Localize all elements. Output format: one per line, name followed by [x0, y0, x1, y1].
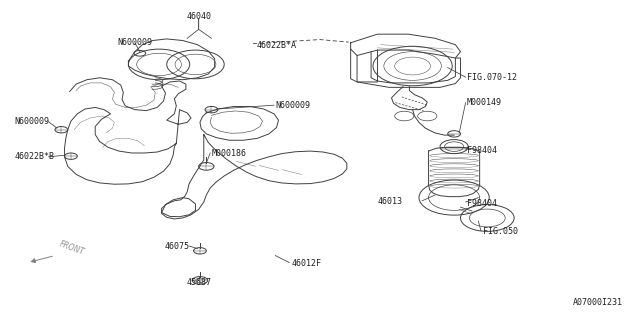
Text: A07000I231: A07000I231: [573, 298, 623, 307]
Text: 46012F: 46012F: [291, 259, 321, 268]
Text: M000149: M000149: [467, 98, 502, 107]
Text: F98404: F98404: [467, 198, 497, 207]
Text: 46022B*B: 46022B*B: [15, 152, 55, 161]
Text: M000186: M000186: [211, 149, 246, 158]
Text: 46040: 46040: [186, 12, 211, 21]
Text: FIG.050: FIG.050: [483, 227, 518, 236]
Text: FRONT: FRONT: [58, 240, 86, 257]
Text: 46013: 46013: [378, 197, 403, 206]
Text: N600009: N600009: [117, 38, 152, 47]
Text: FIG.070-12: FIG.070-12: [467, 73, 517, 82]
Text: N600009: N600009: [15, 117, 50, 126]
Text: 46075: 46075: [164, 242, 189, 251]
Text: F98404: F98404: [467, 146, 497, 155]
Text: 45687: 45687: [186, 278, 211, 287]
Text: 46022B*A: 46022B*A: [256, 41, 296, 50]
Text: N600009: N600009: [275, 101, 310, 110]
